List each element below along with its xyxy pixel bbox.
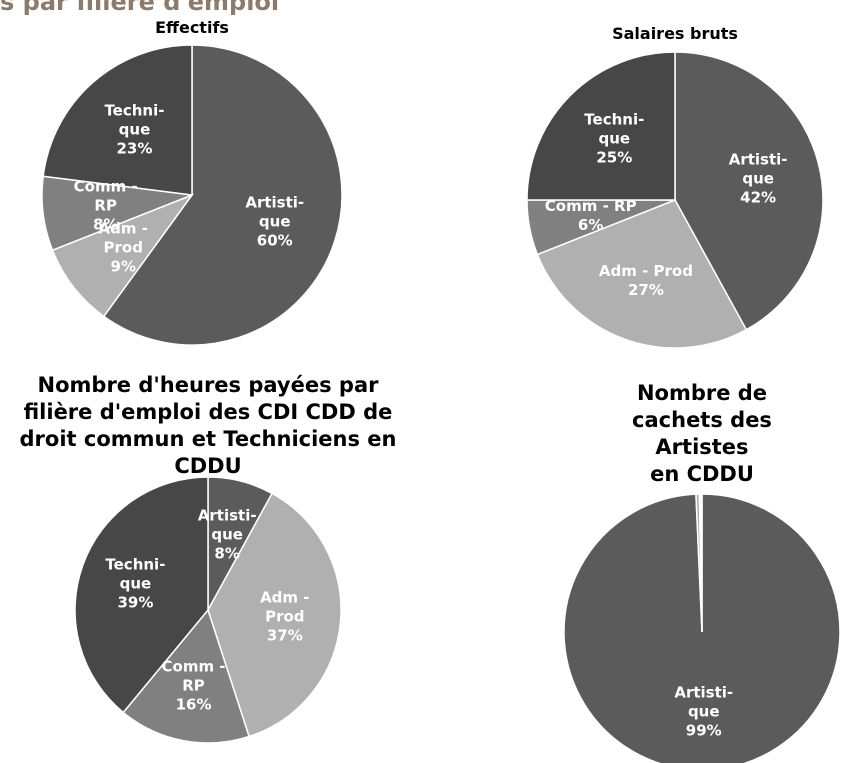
chart-title: Nombre de cachets des Artistes en CDDU bbox=[632, 381, 772, 486]
category-label: Adm - Prod bbox=[260, 588, 310, 626]
value-label: 99% bbox=[685, 721, 722, 740]
chart-title: Nombre d'heures payées par filière d'emp… bbox=[19, 373, 397, 478]
value-label: 6% bbox=[577, 216, 604, 235]
pie-slice bbox=[74, 476, 209, 714]
value-label: 23% bbox=[116, 139, 153, 158]
data-label: Comm - RP 16% bbox=[162, 657, 226, 714]
category-label: Comm - RP bbox=[73, 177, 138, 215]
pie-slice bbox=[526, 51, 676, 201]
value-label: 9% bbox=[110, 257, 136, 276]
pie-slice bbox=[536, 199, 748, 349]
category-label: Artisti- que bbox=[197, 506, 257, 544]
pie-slice bbox=[102, 44, 343, 346]
chart-title: Salaires bruts bbox=[612, 24, 738, 43]
data-label: Artisti- que 60% bbox=[245, 193, 304, 250]
data-label: Techni- que 23% bbox=[104, 101, 164, 158]
data-label: Techni- que 39% bbox=[105, 555, 165, 612]
data-label: Artisti- que 42% bbox=[729, 150, 788, 207]
value-label: 39% bbox=[117, 593, 154, 612]
pie-slice bbox=[698, 493, 703, 633]
data-label: Adm - Prod 9% bbox=[99, 220, 148, 277]
value-label: 8% bbox=[92, 215, 119, 234]
data-label: Artisti- que 8% bbox=[198, 507, 257, 564]
category-label: Adm - Prod bbox=[98, 219, 148, 257]
data-label: Adm - Prod 37% bbox=[260, 589, 309, 646]
value-label: 16% bbox=[175, 695, 212, 714]
page-title: s par filière d'emploi bbox=[0, 0, 280, 16]
category-label: Artisti- que bbox=[674, 683, 734, 721]
data-label: Artisti- que 99% bbox=[674, 684, 733, 741]
category-label: Artisti- que bbox=[728, 150, 788, 188]
value-label: 8% bbox=[214, 544, 240, 563]
category-label: Techni- que bbox=[104, 101, 165, 139]
value-label: 25% bbox=[596, 148, 633, 167]
category-label: Comm - RP bbox=[161, 657, 226, 695]
value-label: 60% bbox=[256, 231, 293, 250]
data-label: Comm - RP 6% bbox=[545, 197, 637, 235]
pie-slice bbox=[207, 492, 342, 738]
category-label: Techni- que bbox=[584, 110, 645, 148]
data-label: Comm - RP 8% bbox=[74, 177, 138, 234]
category-label: Adm - Prod bbox=[598, 261, 693, 280]
value-label: 37% bbox=[266, 626, 303, 645]
data-label: Techni- que 25% bbox=[584, 111, 644, 168]
value-label: 27% bbox=[627, 280, 664, 299]
category-label: Techni- que bbox=[105, 555, 166, 593]
pie-slice bbox=[122, 608, 251, 744]
pie-slice bbox=[42, 44, 193, 196]
category-label: Artisti- que bbox=[245, 193, 305, 231]
pie-slice bbox=[674, 51, 824, 331]
category-label: Comm - RP bbox=[544, 197, 637, 216]
data-label: Adm - Prod 27% bbox=[599, 262, 693, 300]
value-label: 42% bbox=[740, 188, 777, 207]
chart-title: Effectifs bbox=[155, 18, 229, 37]
pie-slice bbox=[51, 193, 195, 318]
